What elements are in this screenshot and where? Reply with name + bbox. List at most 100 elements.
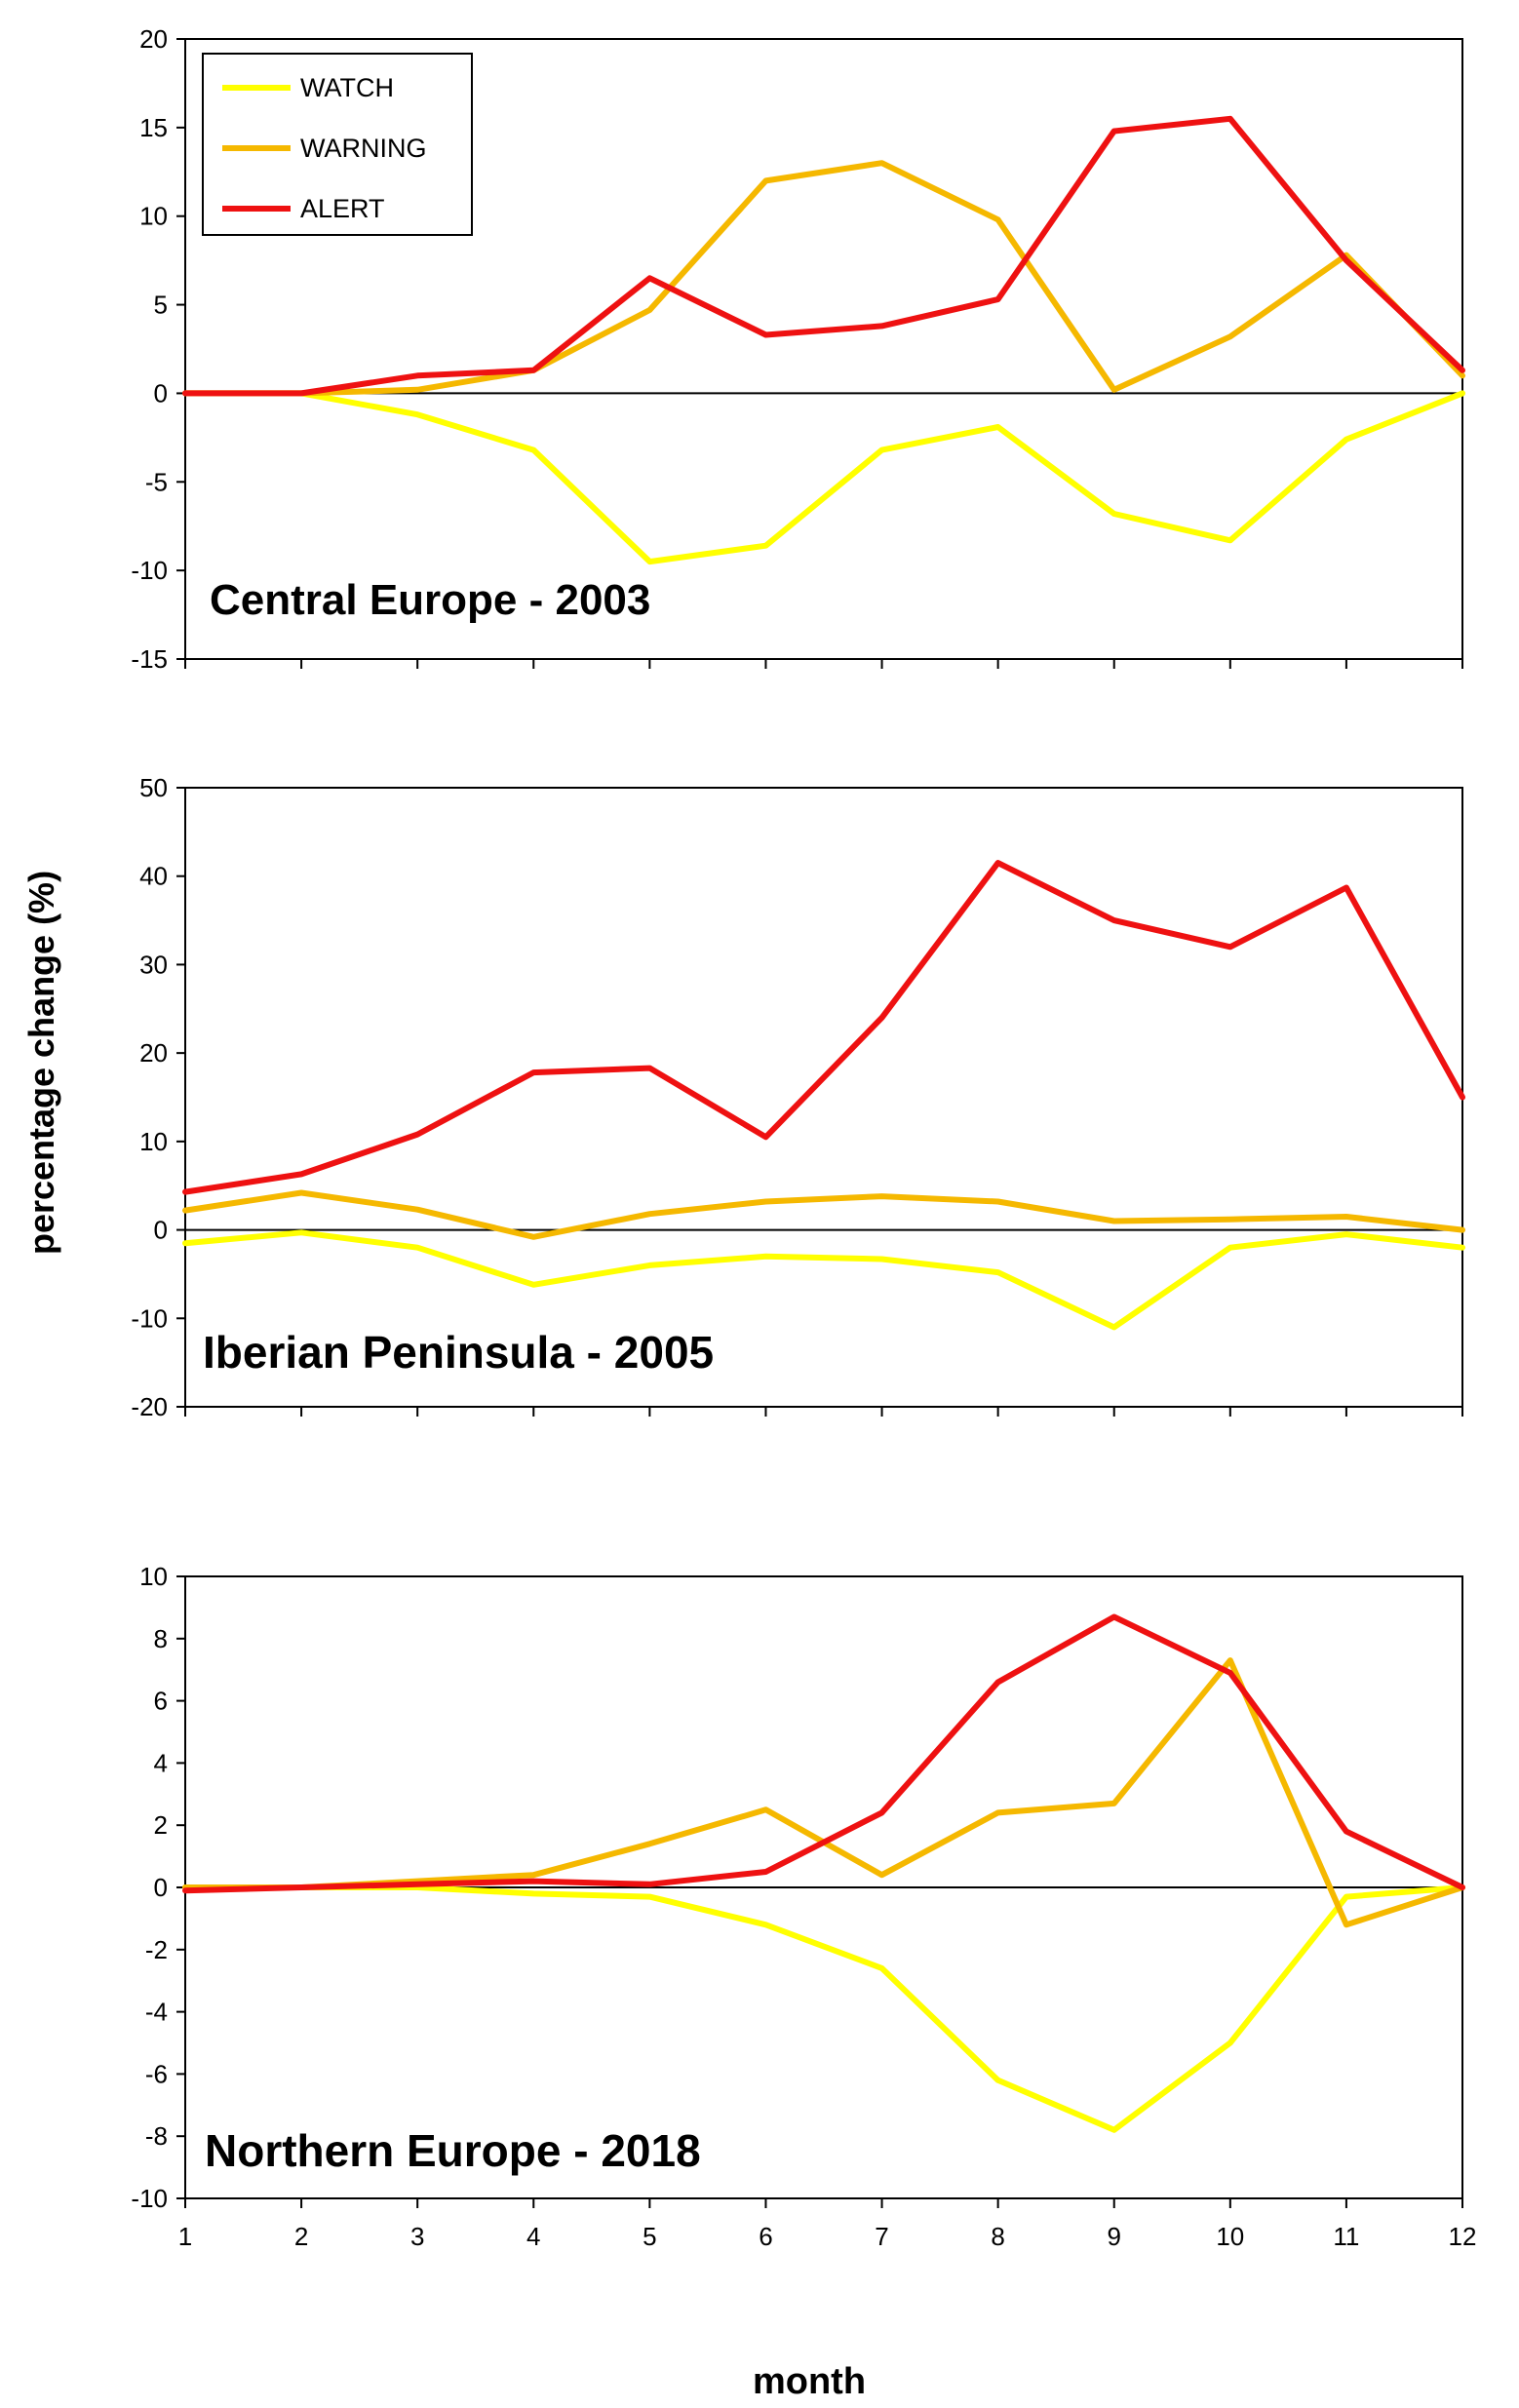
data-point-alert: [1111, 917, 1117, 923]
data-point-warning: [182, 1208, 188, 1214]
data-point-warning: [646, 1841, 652, 1846]
data-point-alert: [762, 331, 768, 337]
data-point-warning: [530, 1234, 536, 1240]
data-point-watch: [1227, 1245, 1233, 1251]
data-point-alert: [414, 372, 420, 378]
data-point-alert: [1111, 1613, 1117, 1619]
data-point-alert: [1227, 116, 1233, 122]
data-point-watch: [995, 424, 1001, 430]
data-point-watch: [298, 1229, 304, 1235]
data-point-watch: [1111, 1324, 1117, 1330]
x-tick-label: 8: [991, 2222, 1004, 2251]
x-tick-label: 11: [1333, 2222, 1359, 2251]
data-point-alert: [1111, 128, 1117, 134]
data-point-watch: [995, 2078, 1001, 2083]
y-tick-label: -10: [131, 556, 168, 585]
data-point-watch: [762, 543, 768, 549]
data-point-watch: [414, 1245, 420, 1251]
series-line-warning: [182, 1189, 1465, 1240]
x-tick-label: 6: [759, 2222, 772, 2251]
data-point-alert: [1227, 1670, 1233, 1676]
y-tick-label: -20: [131, 1392, 168, 1421]
y-tick-label: 0: [154, 378, 168, 408]
y-tick-label: 0: [154, 1216, 168, 1245]
data-point-watch: [879, 447, 885, 453]
data-point-alert: [762, 1134, 768, 1140]
x-tick-label: 10: [1216, 2222, 1244, 2251]
data-point-alert: [1460, 1095, 1465, 1101]
y-tick-label: 10: [139, 1562, 168, 1591]
y-axis-label: percentage change (%): [21, 871, 61, 1255]
data-point-warning: [414, 387, 420, 393]
data-point-alert: [530, 368, 536, 373]
legend-box: [202, 53, 473, 236]
data-point-alert: [1344, 885, 1349, 891]
data-point-watch: [1344, 1231, 1349, 1237]
series-line-alert: [182, 1613, 1465, 1894]
y-tick-label: 40: [139, 862, 168, 891]
data-point-alert: [1344, 257, 1349, 263]
x-tick-label: 7: [875, 2222, 888, 2251]
data-point-warning: [762, 1806, 768, 1812]
y-tick-label: 10: [139, 202, 168, 231]
y-tick-label: -5: [145, 467, 168, 496]
data-point-warning: [1111, 1219, 1117, 1224]
data-point-warning: [1460, 1227, 1465, 1233]
data-point-watch: [182, 1240, 188, 1246]
data-point-watch: [1460, 1245, 1465, 1251]
data-point-watch: [530, 1282, 536, 1288]
x-axis-label: month: [753, 2361, 866, 2402]
data-point-warning: [414, 1207, 420, 1213]
data-point-warning: [530, 1872, 536, 1878]
data-point-alert: [1344, 1829, 1349, 1835]
data-point-watch: [879, 1257, 885, 1262]
chart-title: Iberian Peninsula - 2005: [203, 1327, 714, 1378]
data-point-alert: [414, 1132, 420, 1138]
y-tick-label: 15: [139, 113, 168, 142]
y-tick-label: -2: [145, 1935, 168, 1964]
data-point-alert: [298, 390, 304, 396]
data-point-alert: [995, 860, 1001, 866]
data-point-alert: [414, 1882, 420, 1887]
data-point-watch: [995, 1269, 1001, 1275]
data-point-warning: [995, 1809, 1001, 1815]
y-tick-label: 50: [139, 773, 168, 802]
x-tick-label: 2: [294, 2222, 308, 2251]
chart-title: Central Europe - 2003: [210, 576, 650, 624]
data-point-watch: [414, 411, 420, 417]
data-point-watch: [530, 1890, 536, 1896]
series-line-alert: [182, 115, 1465, 397]
data-point-warning: [646, 1211, 652, 1217]
data-point-warning: [298, 1189, 304, 1195]
y-tick-label: -8: [145, 2121, 168, 2151]
data-point-alert: [646, 1066, 652, 1071]
y-tick-label: 8: [154, 1624, 168, 1653]
y-tick-label: -10: [131, 1303, 168, 1333]
data-point-watch: [762, 1922, 768, 1927]
x-tick-label: 9: [1107, 2222, 1120, 2251]
data-point-alert: [1460, 368, 1465, 373]
chart-panel-1: -15 -10 -5 0 5 10 15 20 Central Europe - 2003 WAT…: [131, 24, 1465, 674]
data-point-alert: [298, 1171, 304, 1177]
data-point-watch: [646, 559, 652, 564]
x-tick-label: 1: [178, 2222, 192, 2251]
data-point-watch: [530, 447, 536, 453]
data-point-alert: [762, 1869, 768, 1875]
data-point-alert: [1460, 1884, 1465, 1890]
data-point-alert: [182, 1189, 188, 1195]
data-point-alert: [995, 296, 1001, 302]
data-point-watch: [1227, 537, 1233, 543]
data-point-warning: [1227, 333, 1233, 339]
legend-label-watch: WATCH: [300, 73, 394, 102]
data-point-warning: [995, 216, 1001, 222]
chart-panel-2: -20 -10 0 10 20 30 40 50 Iberian Peninsula - 200…: [131, 773, 1465, 1421]
data-point-alert: [646, 1882, 652, 1887]
data-point-warning: [1460, 372, 1465, 378]
data-point-watch: [1111, 511, 1117, 517]
legend-label-warning: WARNING: [300, 134, 427, 163]
data-point-warning: [1344, 1214, 1349, 1220]
data-point-alert: [879, 323, 885, 329]
data-point-watch: [1344, 437, 1349, 443]
y-tick-label: 4: [154, 1748, 168, 1777]
